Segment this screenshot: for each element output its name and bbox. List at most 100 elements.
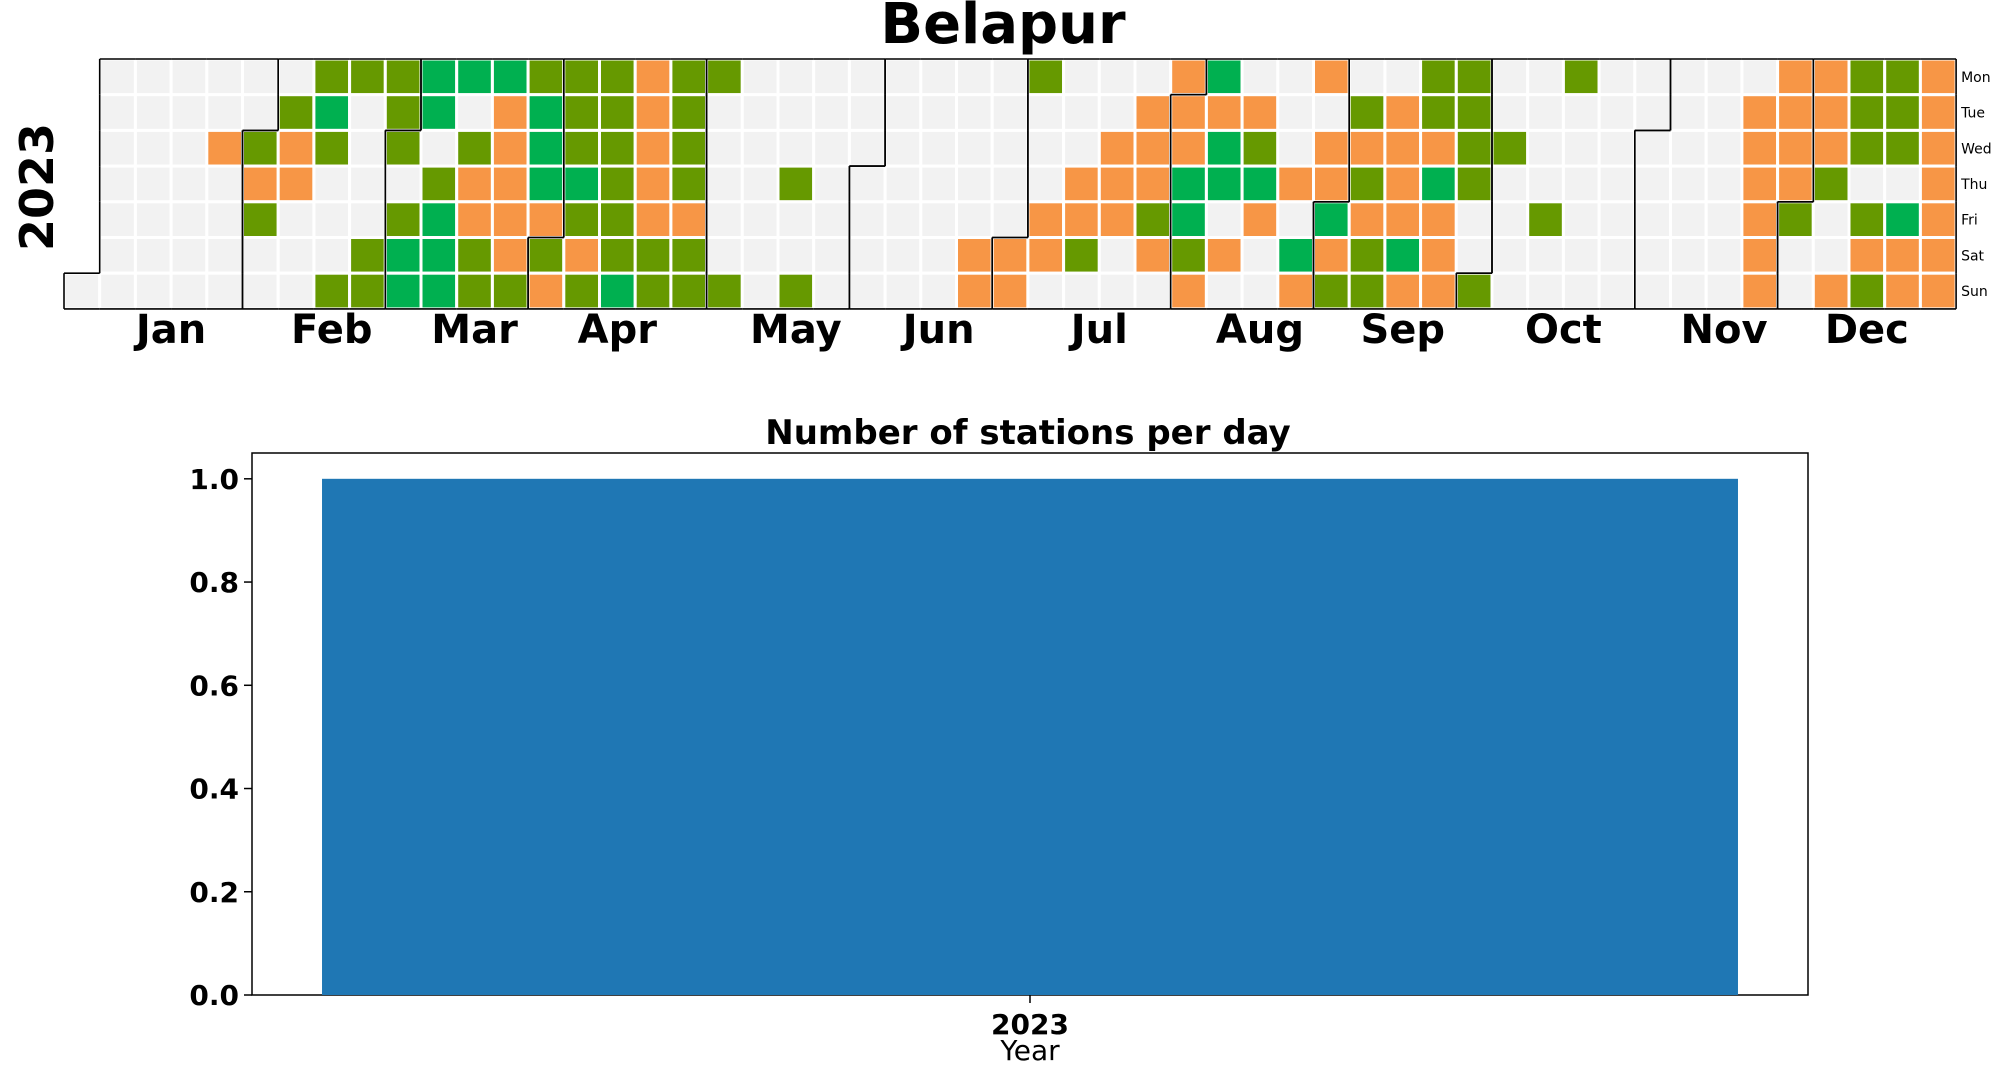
heatmap-day-cell: [812, 236, 851, 275]
bar: [322, 478, 1738, 995]
heatmap-day-cell: [776, 57, 816, 97]
heatmap-day-cell: [1597, 164, 1637, 204]
heatmap-day-cell: [526, 128, 566, 168]
heatmap-day-cell: [1419, 271, 1458, 311]
heatmap-day-cell: [419, 164, 459, 204]
month-borders: [63, 58, 1957, 310]
month-label: May: [750, 307, 842, 353]
x-axis-ticks: 2023: [991, 995, 1069, 1041]
heatmap-day-cell: [1490, 164, 1530, 204]
heatmap-title: Belapur: [880, 0, 1126, 57]
y-tick-label: 0.8: [189, 566, 239, 599]
month-label: Sep: [1360, 307, 1445, 353]
bar-chart-title: Number of stations per day: [765, 413, 1290, 453]
weekday-labels: Mon Tue Wed Thu Fri Sat Sun: [1960, 70, 1992, 300]
heatmap-day-cell: [241, 57, 280, 97]
heatmap-day-cell: [133, 236, 173, 275]
heatmap-day-cell: [955, 164, 994, 204]
month-label: Apr: [578, 307, 658, 353]
month-label: Mar: [431, 307, 518, 353]
x-axis-label: Year: [999, 1034, 1060, 1067]
weekday-label: Tue: [1960, 106, 1985, 122]
heatmap-day-cell: [669, 200, 709, 240]
bar-marks: [322, 478, 1738, 995]
heatmap-day-cell: [1383, 164, 1423, 204]
heatmap-day-cell: [1811, 200, 1851, 240]
heatmap-day-cell: [1918, 200, 1958, 240]
y-tick-label: 0.2: [189, 876, 239, 909]
heatmap-day-cell: [1561, 164, 1601, 204]
heatmap-day-cell: [1669, 271, 1708, 311]
heatmap-day-cell: [1133, 236, 1173, 275]
month-label: Feb: [291, 307, 372, 353]
heatmap-day-cell: [633, 57, 673, 97]
heatmap-day-cell: [669, 93, 709, 132]
heatmap-day-cell: [98, 271, 137, 311]
heatmap-day-cell: [1526, 93, 1565, 132]
y-tick-label: 1.0: [189, 463, 239, 496]
heatmap-day-cell: [1419, 236, 1458, 275]
heatmap-day-cell: [276, 164, 316, 204]
month-label: Nov: [1681, 307, 1768, 353]
calendar-heatmap: Belapur 2023 Mon Tue Wed Thu Fri Sat Sun Jan Fe…: [10, 0, 1992, 353]
heatmap-day-cell: [1133, 271, 1173, 311]
heatmap-day-cell: [919, 128, 958, 168]
heatmap-day-cell: [1276, 128, 1316, 168]
heatmap-day-cell: [1526, 128, 1565, 168]
heatmap-day-cell: [1454, 200, 1494, 240]
heatmap-day-cell: [1097, 271, 1137, 311]
heatmap-day-cell: [1204, 164, 1244, 204]
y-tick-label: 0.6: [189, 669, 239, 702]
heatmap-day-cell: [205, 200, 245, 240]
heatmap-day-cell: [205, 57, 245, 97]
heatmap-day-cell: [133, 200, 173, 240]
weekday-label: Sat: [1961, 248, 1984, 264]
heatmap-day-cell: [847, 236, 887, 275]
month-label: Jul: [1068, 307, 1128, 353]
heatmap-day-cell: [312, 271, 352, 311]
heatmap-day-cell: [1918, 271, 1958, 311]
heatmap-day-cell: [348, 93, 387, 132]
heatmap-day-cell: [312, 93, 352, 132]
heatmap-day-cell: [1526, 236, 1565, 275]
heatmap-day-cell: [1883, 200, 1922, 240]
heatmap-day-cell: [955, 271, 994, 311]
month-label: Dec: [1825, 307, 1909, 353]
heatmap-day-cell: [1240, 93, 1280, 132]
y-tick-label: 0.4: [189, 773, 239, 806]
month-label: Jan: [133, 307, 206, 353]
heatmap-day-cell: [1847, 164, 1887, 204]
year-label: 2023: [10, 123, 64, 251]
heatmap-day-cell: [1811, 271, 1851, 311]
weekday-label: Wed: [1961, 141, 1992, 157]
heatmap-day-cell: [847, 200, 887, 240]
x-tick-label: 2023: [991, 1008, 1069, 1041]
weekday-label: Mon: [1961, 70, 1991, 86]
heatmap-day-cell: [1276, 236, 1316, 275]
month-label: Jun: [900, 307, 975, 353]
heatmap-day-cell: [776, 164, 816, 204]
weekday-label: Thu: [1960, 177, 1987, 193]
heatmap-day-cell: [598, 271, 637, 311]
heatmap-day-cell: [562, 271, 601, 311]
heatmap-day-cell: [133, 93, 173, 132]
month-label: Aug: [1216, 307, 1304, 353]
heatmap-day-cell: [169, 93, 209, 132]
month-label: Oct: [1525, 307, 1602, 353]
heatmap-day-cell: [276, 236, 316, 275]
heatmap-day-cell: [1062, 128, 1101, 168]
heatmap-day-cell: [490, 57, 530, 97]
heatmap-day-cell: [205, 93, 245, 132]
weekday-label: Sun: [1961, 284, 1988, 300]
heatmap-day-cell: [1561, 128, 1601, 168]
heatmap-day-cell: [705, 236, 744, 275]
heatmap-day-cell: [883, 236, 923, 275]
y-tick-label: 0.0: [189, 979, 239, 1012]
y-axis-ticks: 0.0 0.2 0.4 0.6 0.8 1.0: [189, 463, 252, 1012]
month-labels: Jan Feb Mar Apr May Jun Jul Aug Sep Oct Nov Dec: [133, 307, 1909, 353]
weekday-label: Fri: [1961, 213, 1978, 229]
heatmap-day-cell: [1704, 271, 1744, 311]
heatmap-day-cell: [133, 164, 173, 204]
heatmap-day-cell: [1526, 164, 1565, 204]
heatmap-day-cell: [1383, 200, 1423, 240]
